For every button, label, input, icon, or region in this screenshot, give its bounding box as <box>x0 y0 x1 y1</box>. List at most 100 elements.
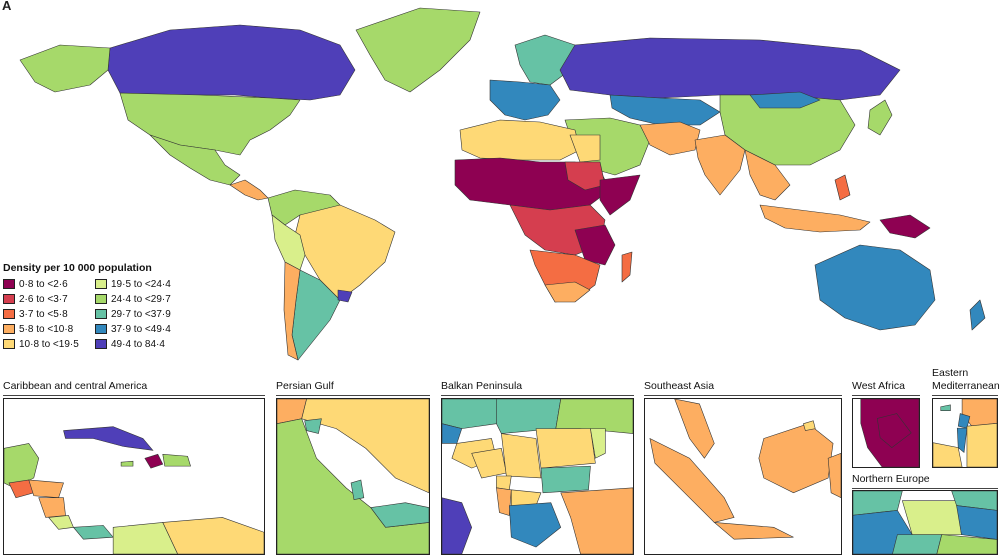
legend-swatch <box>3 294 15 304</box>
legend-swatch <box>95 339 107 349</box>
region-central-asia <box>609 94 721 126</box>
legend-swatch <box>95 294 107 304</box>
region-egypt-corner <box>933 442 963 467</box>
divider <box>644 395 842 396</box>
region-dominican-republic <box>162 453 191 467</box>
region-nicaragua <box>38 497 66 518</box>
region-ukraine-north <box>936 534 997 554</box>
legend-label: 10·8 to <19·5 <box>19 338 79 350</box>
region-sumatra <box>649 437 735 523</box>
region-greenland <box>355 7 481 93</box>
region-chile <box>283 261 301 361</box>
legend-item: 10·8 to <19·5 <box>3 338 95 350</box>
inset-label-northern-europe: Northern Europe <box>852 473 930 485</box>
region-china <box>719 94 856 166</box>
region-australia <box>814 244 936 331</box>
region-east-central-africa <box>574 224 616 266</box>
inset-map-eastern-med <box>932 398 998 468</box>
legend-label: 2·6 to <3·7 <box>19 293 68 305</box>
divider <box>932 395 998 396</box>
region-czechia <box>892 534 943 554</box>
region-jordan <box>966 422 997 467</box>
legend-swatch <box>3 279 15 289</box>
legend-swatch <box>3 339 15 349</box>
inset-map-southeast-asia <box>644 398 842 555</box>
panel-letter: A <box>2 0 12 13</box>
region-bosnia <box>471 448 507 479</box>
region-india <box>694 134 746 196</box>
region-se-asia-mainland <box>744 149 791 201</box>
legend-item: 3·7 to <5·8 <box>3 308 95 320</box>
region-lithuania <box>951 491 997 511</box>
region-colombia <box>112 522 178 554</box>
region-ukraine <box>555 399 633 434</box>
region-honduras <box>28 479 64 499</box>
inset-map-balkan <box>441 398 634 555</box>
region-iran <box>639 121 701 156</box>
region-montenegro <box>496 475 512 491</box>
inset-label-persian-gulf: Persian Gulf <box>276 380 334 392</box>
region-belarus <box>956 505 997 540</box>
region-horn <box>599 174 641 216</box>
region-uae <box>370 502 429 528</box>
legend-swatch <box>95 309 107 319</box>
region-alaska <box>19 44 111 93</box>
region-japan <box>867 99 893 136</box>
region-mongolia <box>749 91 821 109</box>
region-israel <box>956 427 968 453</box>
legend: Density per 10 000 population 0·8 to <2·… <box>3 262 193 350</box>
region-mexico-yucatan <box>4 443 40 489</box>
region-borneo <box>758 423 834 494</box>
legend-item: 5·8 to <10·8 <box>3 323 95 335</box>
legend-label: 19·5 to <24·4 <box>111 278 171 290</box>
region-jamaica <box>120 460 134 467</box>
region-venezuela <box>162 517 264 554</box>
legend-label: 0·8 to <2·6 <box>19 278 68 290</box>
region-romania <box>535 428 596 469</box>
region-sulawesi <box>827 452 841 499</box>
region-indonesia <box>759 204 871 233</box>
legend-swatch <box>3 309 15 319</box>
legend-swatch <box>95 324 107 334</box>
inset-map-persian-gulf <box>276 398 430 555</box>
legend-item: 49·4 to 84·4 <box>95 338 191 350</box>
region-scandinavia <box>514 34 576 86</box>
region-cyprus <box>940 404 951 411</box>
region-madagascar <box>621 251 633 283</box>
legend-item: 24·4 to <29·7 <box>95 293 191 305</box>
region-albania <box>496 487 512 516</box>
region-russia <box>559 37 901 101</box>
region-turkey <box>560 487 633 554</box>
legend-swatch <box>95 279 107 289</box>
region-macedonia <box>510 489 542 506</box>
legend-label: 37·9 to <49·4 <box>111 323 171 335</box>
region-western-europe <box>489 79 561 121</box>
legend-label: 3·7 to <5·8 <box>19 308 68 320</box>
inset-label-caribbean: Caribbean and central America <box>3 380 148 392</box>
legend-item: 2·6 to <3·7 <box>3 293 95 305</box>
legend-label: 24·4 to <29·7 <box>111 293 171 305</box>
region-peru <box>271 214 306 271</box>
region-moldova <box>590 428 606 459</box>
inset-label-southeast-asia: Southeast Asia <box>644 380 715 392</box>
inset-label-balkan: Balkan Peninsula <box>441 380 523 392</box>
region-italy <box>442 497 473 554</box>
divider <box>441 395 634 396</box>
region-guinea-border <box>876 413 912 448</box>
legend-item: 37·9 to <49·4 <box>95 323 191 335</box>
region-costa-rica <box>48 515 74 530</box>
region-austria <box>442 399 502 429</box>
legend-swatch <box>3 324 15 334</box>
legend-item: 0·8 to <2·6 <box>3 278 95 290</box>
region-serbia <box>501 433 542 479</box>
region-java <box>713 522 794 540</box>
region-usa <box>119 92 301 156</box>
region-uruguay <box>337 289 353 303</box>
region-panama <box>72 525 114 540</box>
region-egypt <box>569 134 601 163</box>
region-new-zealand <box>969 299 986 331</box>
region-canada <box>107 24 356 101</box>
region-cuba <box>63 426 154 451</box>
region-poland <box>901 500 962 535</box>
world-map <box>19 7 986 361</box>
